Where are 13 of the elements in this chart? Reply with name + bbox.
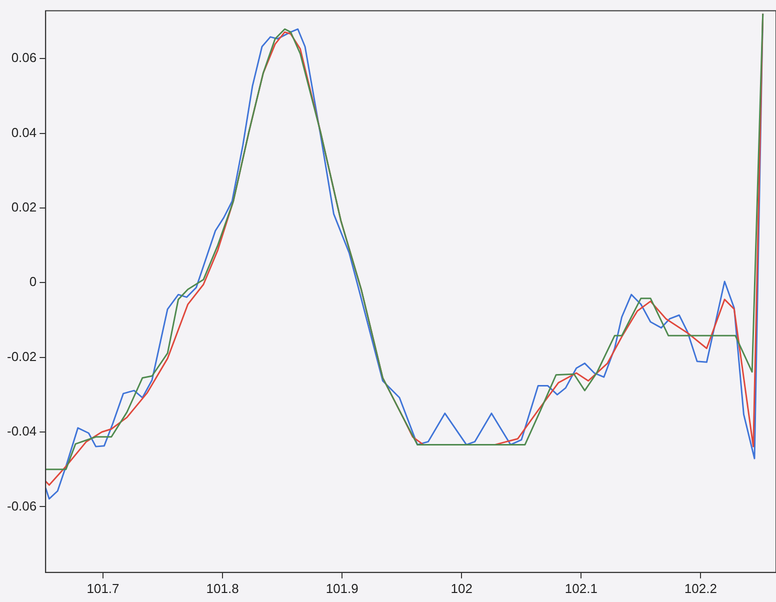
y-tick-label: 0.04 xyxy=(11,124,37,140)
y-tick-label: -0.04 xyxy=(6,424,37,439)
y-tick-label: -0.06 xyxy=(6,498,37,514)
y-tick-label: 0.02 xyxy=(11,200,37,215)
y-tick-label: 0 xyxy=(29,274,37,290)
x-tick-label: 102 xyxy=(450,580,472,596)
x-tick-label: 101.8 xyxy=(206,580,239,596)
y-tick-label: -0.02 xyxy=(6,348,37,364)
y-tick-label: 0.06 xyxy=(11,50,37,66)
x-tick-label: 102.2 xyxy=(684,580,717,596)
x-tick-label: 101.9 xyxy=(326,580,358,596)
x-tick-label: 102.1 xyxy=(564,580,598,596)
x-tick-label: 101.7 xyxy=(86,580,120,596)
